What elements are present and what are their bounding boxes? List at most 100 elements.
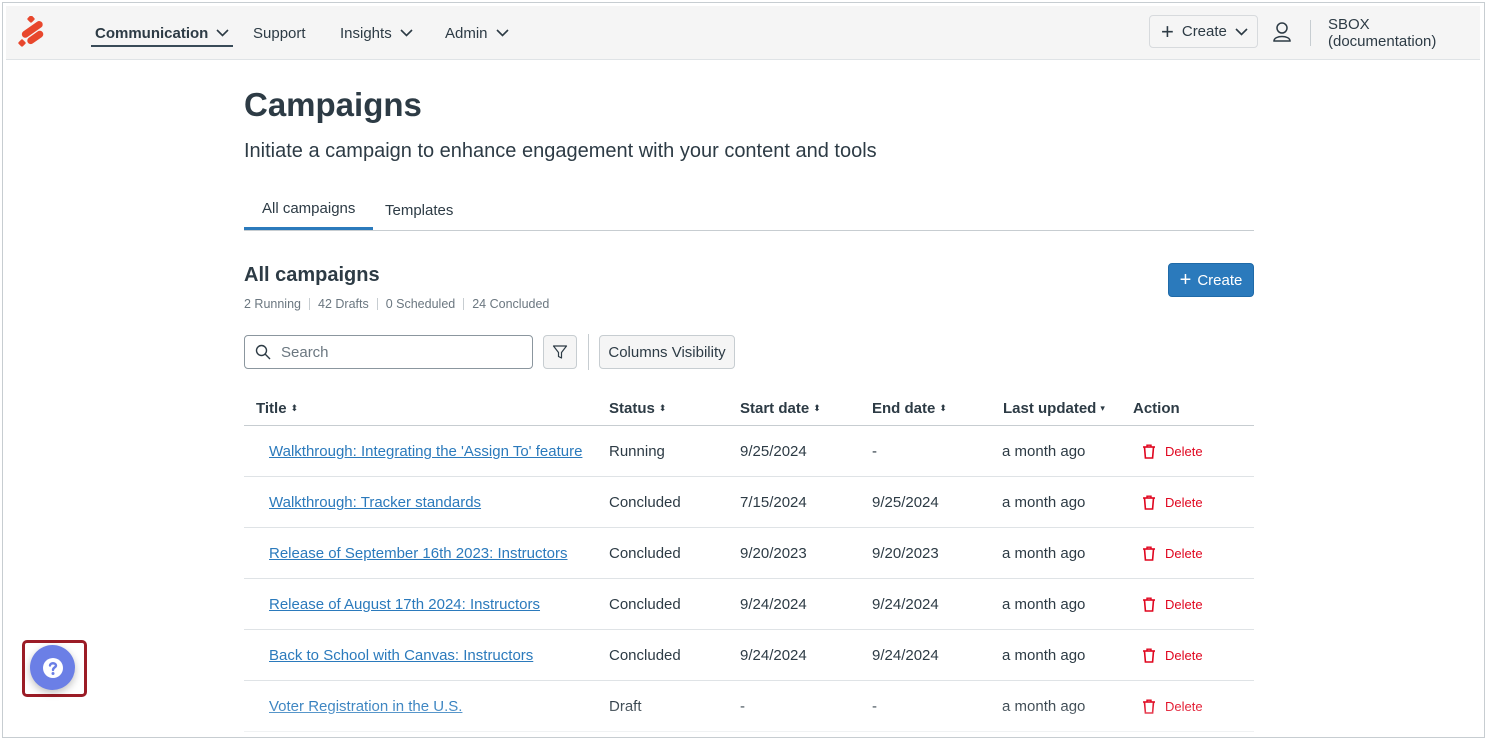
start-date-cell: 9/24/2024: [740, 596, 807, 613]
end-date-cell: 9/20/2023: [872, 545, 939, 562]
nav-create-button[interactable]: + Create: [1149, 15, 1258, 48]
search-field[interactable]: [244, 335, 533, 369]
end-date-cell: 9/25/2024: [872, 494, 939, 511]
filter-button[interactable]: [543, 335, 577, 369]
delete-label: Delete: [1165, 597, 1203, 612]
table-row: Voter Registration in the U.S. Draft - - a m…: [244, 681, 1254, 732]
help-button[interactable]: [30, 645, 75, 690]
trash-icon: [1143, 648, 1155, 663]
campaign-title-link[interactable]: Voter Registration in the U.S.: [269, 698, 463, 715]
nav-admin[interactable]: Admin: [445, 6, 509, 60]
status-cell: Concluded: [609, 545, 681, 562]
table-row: Walkthrough: Integrating the 'Assign To'…: [244, 426, 1254, 477]
sort-desc-icon: ▾: [1100, 402, 1105, 413]
status-cell: Concluded: [609, 596, 681, 613]
nav-communication[interactable]: Communication: [90, 6, 234, 60]
delete-label: Delete: [1165, 444, 1203, 459]
top-nav: Communication Support Insights Admin + C…: [6, 6, 1480, 60]
end-date-cell: 9/24/2024: [872, 647, 939, 664]
column-header-label: End date: [872, 399, 936, 417]
campaign-title-cell: Walkthrough: Tracker standards: [269, 477, 481, 528]
campaign-title-cell: Voter Registration in the U.S.: [269, 681, 462, 732]
search-icon: [255, 344, 271, 360]
user-icon[interactable]: [1272, 21, 1292, 43]
brand-logo[interactable]: [16, 16, 48, 50]
columns-visibility-button[interactable]: Columns Visibility: [599, 335, 735, 369]
last-updated-cell: a month ago: [1002, 698, 1086, 715]
delete-button[interactable]: Delete: [1142, 630, 1203, 681]
column-header-label: Title: [256, 399, 287, 417]
nav-insights[interactable]: Insights: [340, 6, 413, 60]
last-updated-cell: a month ago: [1002, 443, 1086, 460]
start-date-cell: 9/24/2024: [740, 647, 807, 664]
chevron-down-icon: [216, 29, 229, 37]
stat-drafts: 42 Drafts: [318, 297, 369, 311]
campaign-title-link[interactable]: Walkthrough: Tracker standards: [269, 494, 482, 511]
column-header-last-updated[interactable]: Last updated ▾: [1003, 390, 1105, 426]
column-header-title[interactable]: Title ⬍: [256, 390, 298, 426]
delete-button[interactable]: Delete: [1142, 426, 1203, 477]
stat-running: 2 Running: [244, 297, 301, 311]
status-cell: Concluded: [609, 647, 681, 664]
filter-icon: [552, 345, 568, 359]
delete-button[interactable]: Delete: [1142, 681, 1203, 732]
column-header-label: Start date: [740, 399, 810, 417]
column-header-action: Action: [1133, 390, 1180, 426]
delete-button[interactable]: Delete: [1142, 528, 1203, 579]
sort-icon: ⬍: [813, 402, 821, 413]
trash-icon: [1143, 444, 1155, 459]
plus-icon: +: [1161, 18, 1174, 44]
campaign-title-link[interactable]: Walkthrough: Integrating the 'Assign To'…: [269, 443, 583, 460]
last-updated-cell: a month ago: [1002, 545, 1086, 562]
stat-divider: [376, 298, 378, 310]
delete-button[interactable]: Delete: [1142, 579, 1203, 630]
campaigns-table: Title ⬍ Status ⬍ Start date ⬍ End date ⬍ Las…: [244, 390, 1254, 732]
campaign-title-cell: Release of September 16th 2023: Instruct…: [269, 528, 568, 579]
delete-label: Delete: [1165, 495, 1203, 510]
chevron-down-icon: [1235, 27, 1248, 36]
column-header-end-date[interactable]: End date ⬍: [872, 390, 947, 426]
campaign-title-link[interactable]: Release of August 17th 2024: Instructors: [269, 596, 541, 613]
nav-support[interactable]: Support: [253, 6, 306, 60]
page-subtitle: Initiate a campaign to enhance engagemen…: [244, 140, 877, 162]
trash-icon: [1143, 597, 1155, 612]
campaign-title-cell: Walkthrough: Integrating the 'Assign To'…: [269, 426, 582, 477]
campaign-title-link[interactable]: Back to School with Canvas: Instructors: [269, 647, 534, 664]
last-updated-cell: a month ago: [1002, 647, 1086, 664]
campaign-title-link[interactable]: Release of September 16th 2023: Instruct…: [269, 545, 568, 562]
sort-icon: ⬍: [290, 402, 299, 413]
start-date-cell: 9/25/2024: [740, 443, 807, 460]
plus-icon: +: [1179, 269, 1192, 291]
last-updated-cell: a month ago: [1002, 494, 1086, 511]
tab-templates[interactable]: Templates: [385, 201, 454, 219]
column-header-start-date[interactable]: Start date ⬍: [740, 390, 821, 426]
column-header-label: Status: [609, 399, 655, 417]
nav-divider: [1310, 20, 1311, 46]
section-title: All campaigns: [244, 264, 380, 286]
nav-admin-label: Admin: [445, 24, 488, 42]
nav-insights-label: Insights: [340, 24, 392, 42]
start-date-cell: 7/15/2024: [740, 494, 807, 511]
chevron-down-icon: [400, 29, 413, 37]
create-campaign-button[interactable]: + Create: [1168, 263, 1254, 297]
delete-button[interactable]: Delete: [1142, 477, 1203, 528]
last-updated-cell: a month ago: [1002, 596, 1086, 613]
nav-create-label: Create: [1181, 23, 1227, 40]
campaign-stats: 2 Running 42 Drafts 0 Scheduled 24 Concl…: [244, 297, 549, 311]
account-name[interactable]: SBOX (documentation): [1328, 16, 1437, 50]
trash-icon: [1143, 546, 1155, 561]
table-row: Release of August 17th 2024: Instructors…: [244, 579, 1254, 630]
question-icon: [42, 657, 63, 678]
campaign-title-cell: Release of August 17th 2024: Instructors: [269, 579, 540, 630]
stat-concluded: 24 Concluded: [472, 297, 550, 311]
stat-scheduled: 0 Scheduled: [385, 297, 456, 311]
create-campaign-label: Create: [1197, 271, 1243, 289]
tab-all-campaigns[interactable]: All campaigns: [244, 190, 374, 230]
column-header-status[interactable]: Status ⬍: [609, 390, 666, 426]
search-input[interactable]: [281, 343, 511, 361]
status-cell: Draft: [609, 698, 642, 715]
stat-divider: [463, 298, 465, 310]
toolbar-divider: [588, 334, 589, 370]
delete-label: Delete: [1165, 648, 1203, 663]
